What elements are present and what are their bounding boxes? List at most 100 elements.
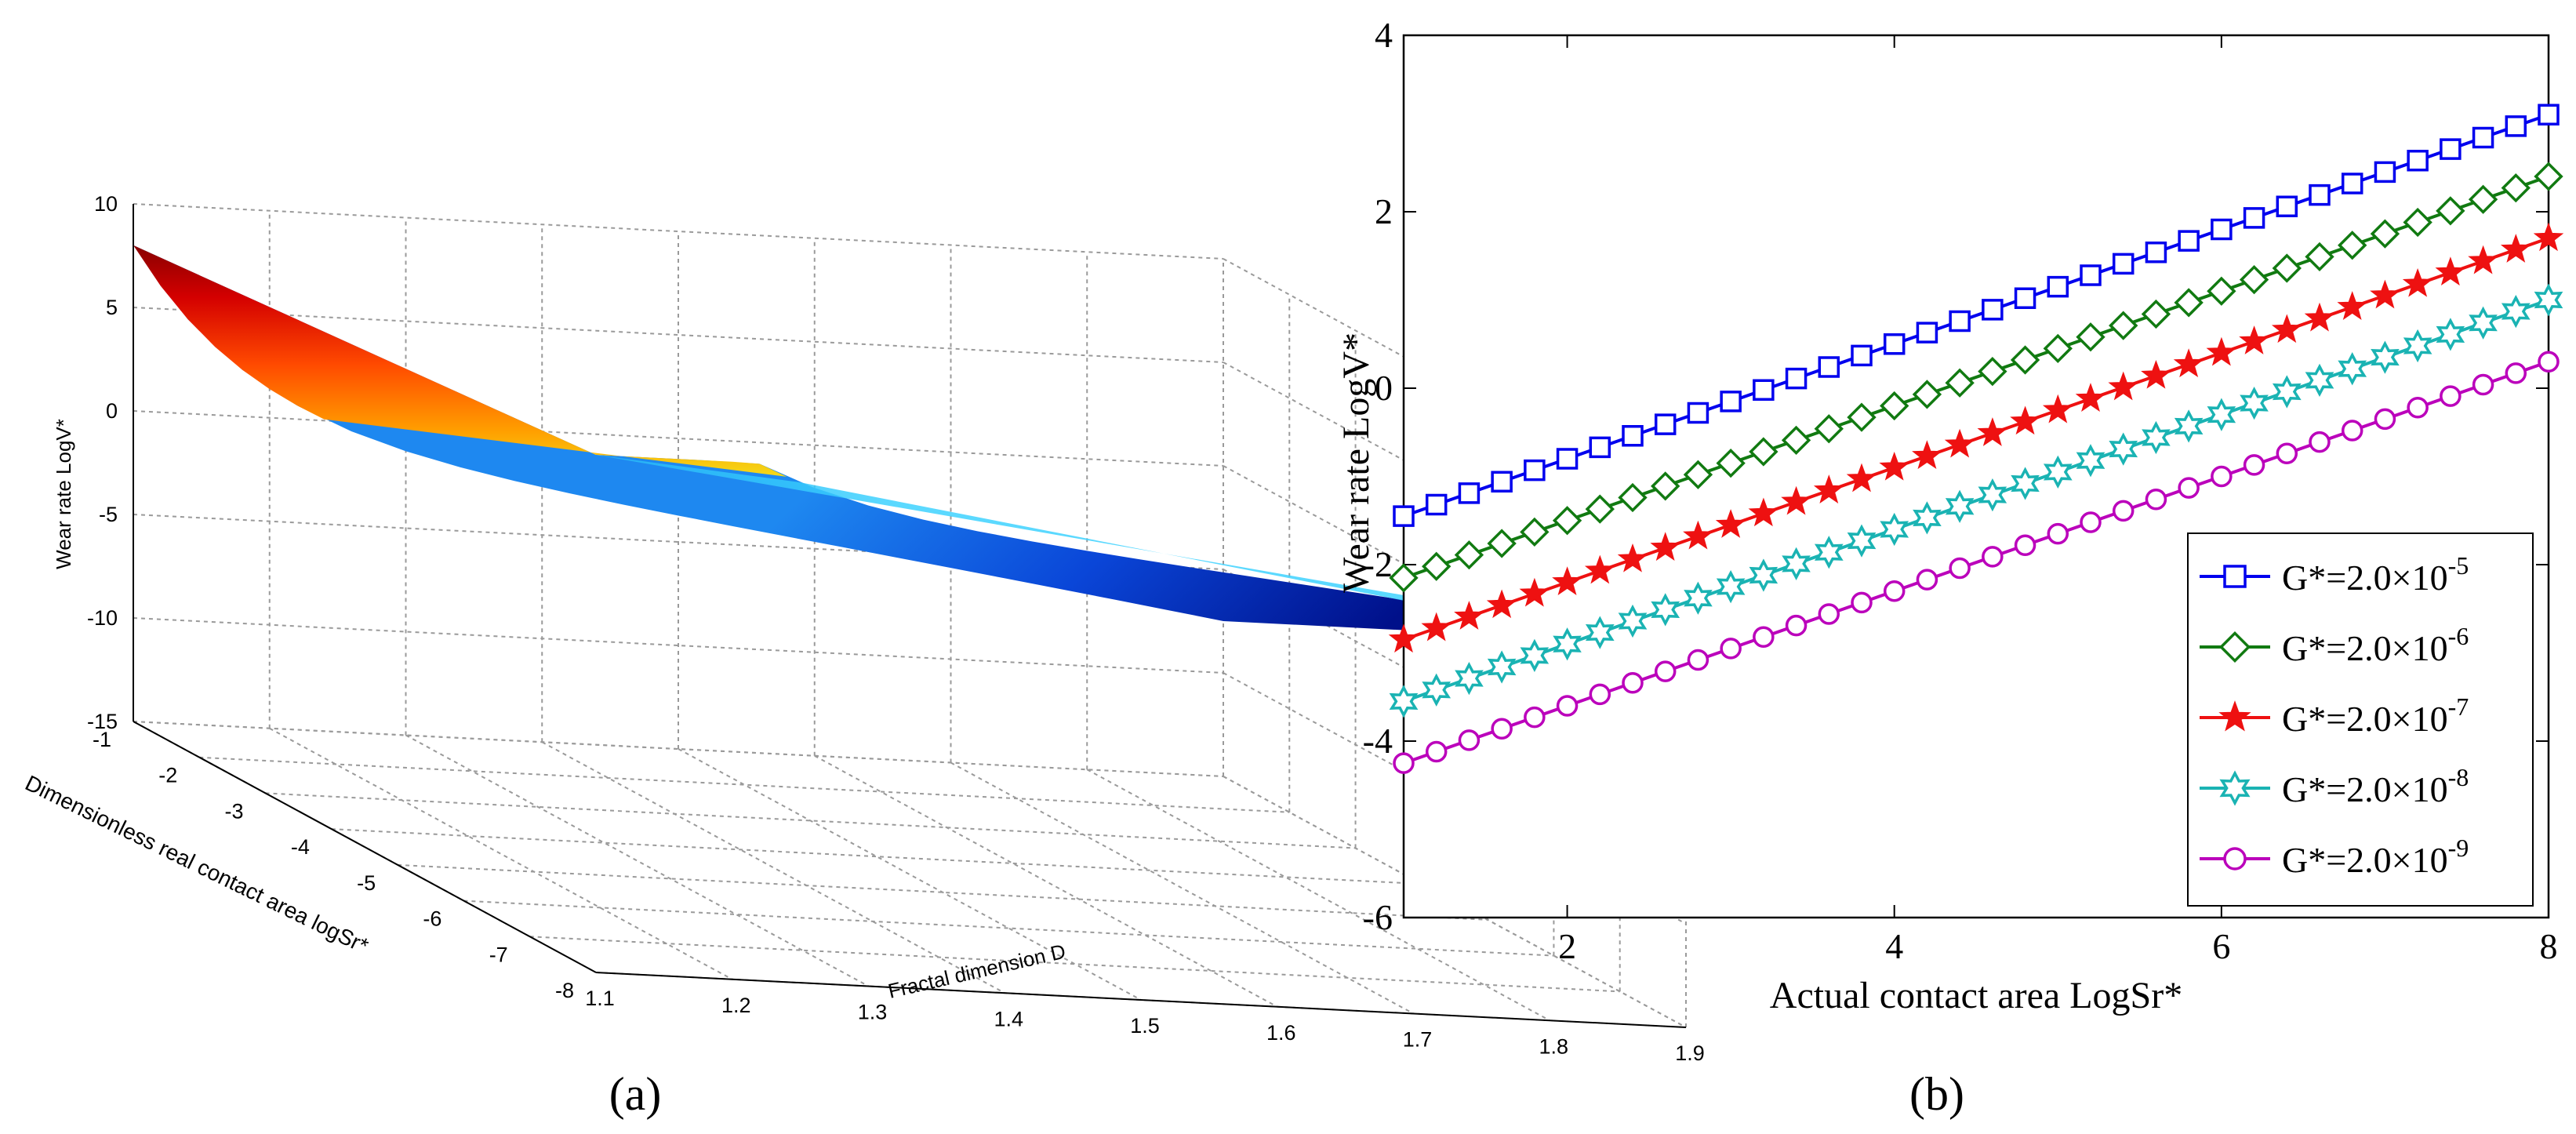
x-axis-title: Dimensionless real contact area logSr* xyxy=(21,771,372,958)
series-marker xyxy=(2043,455,2073,489)
y-tick-label: 1.8 xyxy=(1539,1034,1568,1058)
series-marker xyxy=(1749,437,1778,467)
legend-label: G*=2.0×10-5 xyxy=(2282,551,2469,598)
legend-marker xyxy=(2223,847,2247,870)
series-marker xyxy=(2211,218,2233,241)
series-marker xyxy=(1618,604,1648,638)
series-marker xyxy=(2538,104,2560,125)
series-marker xyxy=(1945,368,1975,398)
series-marker xyxy=(1388,623,1419,653)
series-marker xyxy=(1851,591,1873,614)
legend-entry: G*=2.0×10-9 xyxy=(2200,834,2469,880)
series-marker xyxy=(1524,706,1546,729)
series-marker xyxy=(2207,276,2236,306)
legend-label-exponent: -8 xyxy=(2448,763,2469,791)
gridline xyxy=(541,741,1005,994)
gridline xyxy=(405,734,869,987)
series-marker xyxy=(2239,264,2269,295)
series-marker xyxy=(1880,391,1909,421)
series-marker xyxy=(2468,245,2498,274)
line-chart-series xyxy=(1388,104,2564,774)
panel-b-label: (b) xyxy=(1909,1068,1964,1120)
series-marker xyxy=(1425,740,1448,763)
legend-marker xyxy=(2218,700,2251,732)
gridline xyxy=(133,203,1224,260)
series-marker xyxy=(1585,494,1615,524)
y-tick-label: 1.9 xyxy=(1675,1041,1705,1065)
x-tick-label: 2 xyxy=(1558,926,1576,966)
series-marker xyxy=(2178,477,2200,499)
surface-plot-axes xyxy=(133,204,1687,1028)
y-tick-label: 0 xyxy=(1375,368,1393,408)
series-marker xyxy=(1654,413,1677,435)
y-axis-title: Wear rate LogV* xyxy=(1335,333,1377,593)
series-marker xyxy=(2112,253,2135,275)
legend-label-exponent: -6 xyxy=(2448,622,2469,650)
series-marker xyxy=(1654,660,1677,682)
x-axis-line xyxy=(133,721,597,973)
series-marker xyxy=(1879,451,1910,481)
series-marker xyxy=(1916,569,1938,591)
series-marker xyxy=(1520,638,1550,673)
surface-plot-tick-labels: 10 5 0 -5 -10 -15-1 -2 -3 -4 -5 -6 -7 -8 1.1 1.2 1.3 1.4… xyxy=(87,192,1705,1065)
series-marker xyxy=(2112,500,2135,522)
series-marker xyxy=(1883,333,1906,355)
series-marker xyxy=(1944,428,1975,458)
series-marker xyxy=(1813,474,1844,503)
legend-entry: G*=2.0×10-6 xyxy=(2200,622,2469,668)
series-marker xyxy=(1847,402,1877,432)
series-marker xyxy=(1781,425,1811,456)
series-marker xyxy=(1486,589,1517,619)
series-marker xyxy=(1913,501,1942,535)
series-marker xyxy=(2272,253,2302,283)
series-marker xyxy=(1883,580,1906,602)
legend-label: G*=2.0×10-6 xyxy=(2282,622,2469,668)
series-marker xyxy=(1585,616,1615,649)
legend-label: G*=2.0×10-7 xyxy=(2282,692,2469,739)
surface-plot-gridlines xyxy=(133,203,1687,1028)
series-marker xyxy=(1749,558,1778,592)
series-marker xyxy=(2533,222,2564,252)
series-marker xyxy=(2469,306,2498,340)
series-marker xyxy=(1949,557,1971,580)
legend-marker xyxy=(2223,565,2247,588)
series-marker xyxy=(2338,352,2367,386)
series-marker xyxy=(2276,442,2298,464)
series-marker xyxy=(2108,371,2139,401)
line-chart-ticks: 2 4 6 8 4 2 0 -2 -4 -6 xyxy=(1363,15,2558,966)
y-tick-label: 4 xyxy=(1375,15,1393,55)
series-marker xyxy=(1945,489,1975,523)
series-marker xyxy=(1753,626,1775,648)
series-marker xyxy=(1584,554,1615,584)
series-marker xyxy=(2207,398,2236,431)
series-marker xyxy=(1421,612,1452,642)
series-marker xyxy=(2337,291,2368,320)
y-tick-label: 1.7 xyxy=(1403,1028,1433,1052)
series-marker xyxy=(2371,340,2400,374)
legend-entry: G*=2.0×10-5 xyxy=(2200,551,2469,598)
series-marker xyxy=(2141,360,2171,389)
series-marker xyxy=(2309,431,2331,453)
x-tick-label: -1 xyxy=(93,728,111,751)
series-marker xyxy=(1687,402,1709,424)
legend-label-base: G*=2.0×10 xyxy=(2282,769,2448,809)
series-marker xyxy=(1552,506,1582,536)
series-marker xyxy=(1519,577,1550,607)
series-marker xyxy=(1683,460,1713,489)
series-marker xyxy=(2010,345,2040,375)
legend-label-base: G*=2.0×10 xyxy=(2282,628,2448,668)
legend-label-exponent: -5 xyxy=(2448,551,2469,580)
y-tick-label: 1.2 xyxy=(721,994,751,1017)
gridline xyxy=(1223,258,1687,511)
legend-marker xyxy=(2219,770,2251,806)
series-marker xyxy=(1715,509,1746,538)
gridline xyxy=(1223,465,1687,718)
series-marker xyxy=(2047,275,2069,298)
surface-main-sheet xyxy=(133,245,1686,645)
y-tick-label: -6 xyxy=(1363,897,1393,937)
legend-marker xyxy=(2218,631,2251,663)
y-tick-label: 1.5 xyxy=(1130,1014,1160,1038)
y-tick-label: 1.3 xyxy=(858,1001,888,1024)
series-marker xyxy=(2403,207,2432,238)
